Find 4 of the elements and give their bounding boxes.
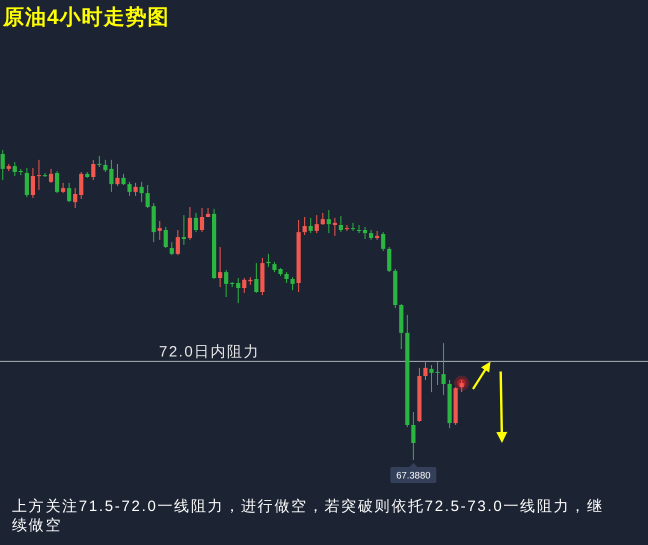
annotation: 67.3880 [396,470,431,482]
ref-line-label: 72.0日内阻力 [159,343,260,360]
text: 上方关注71.5-72.0一线阻力，进行做空，若突破则依托72.5-73.0一线阻力，继续做空 [12,497,605,535]
title: 原油4小时走势图 [3,6,170,29]
